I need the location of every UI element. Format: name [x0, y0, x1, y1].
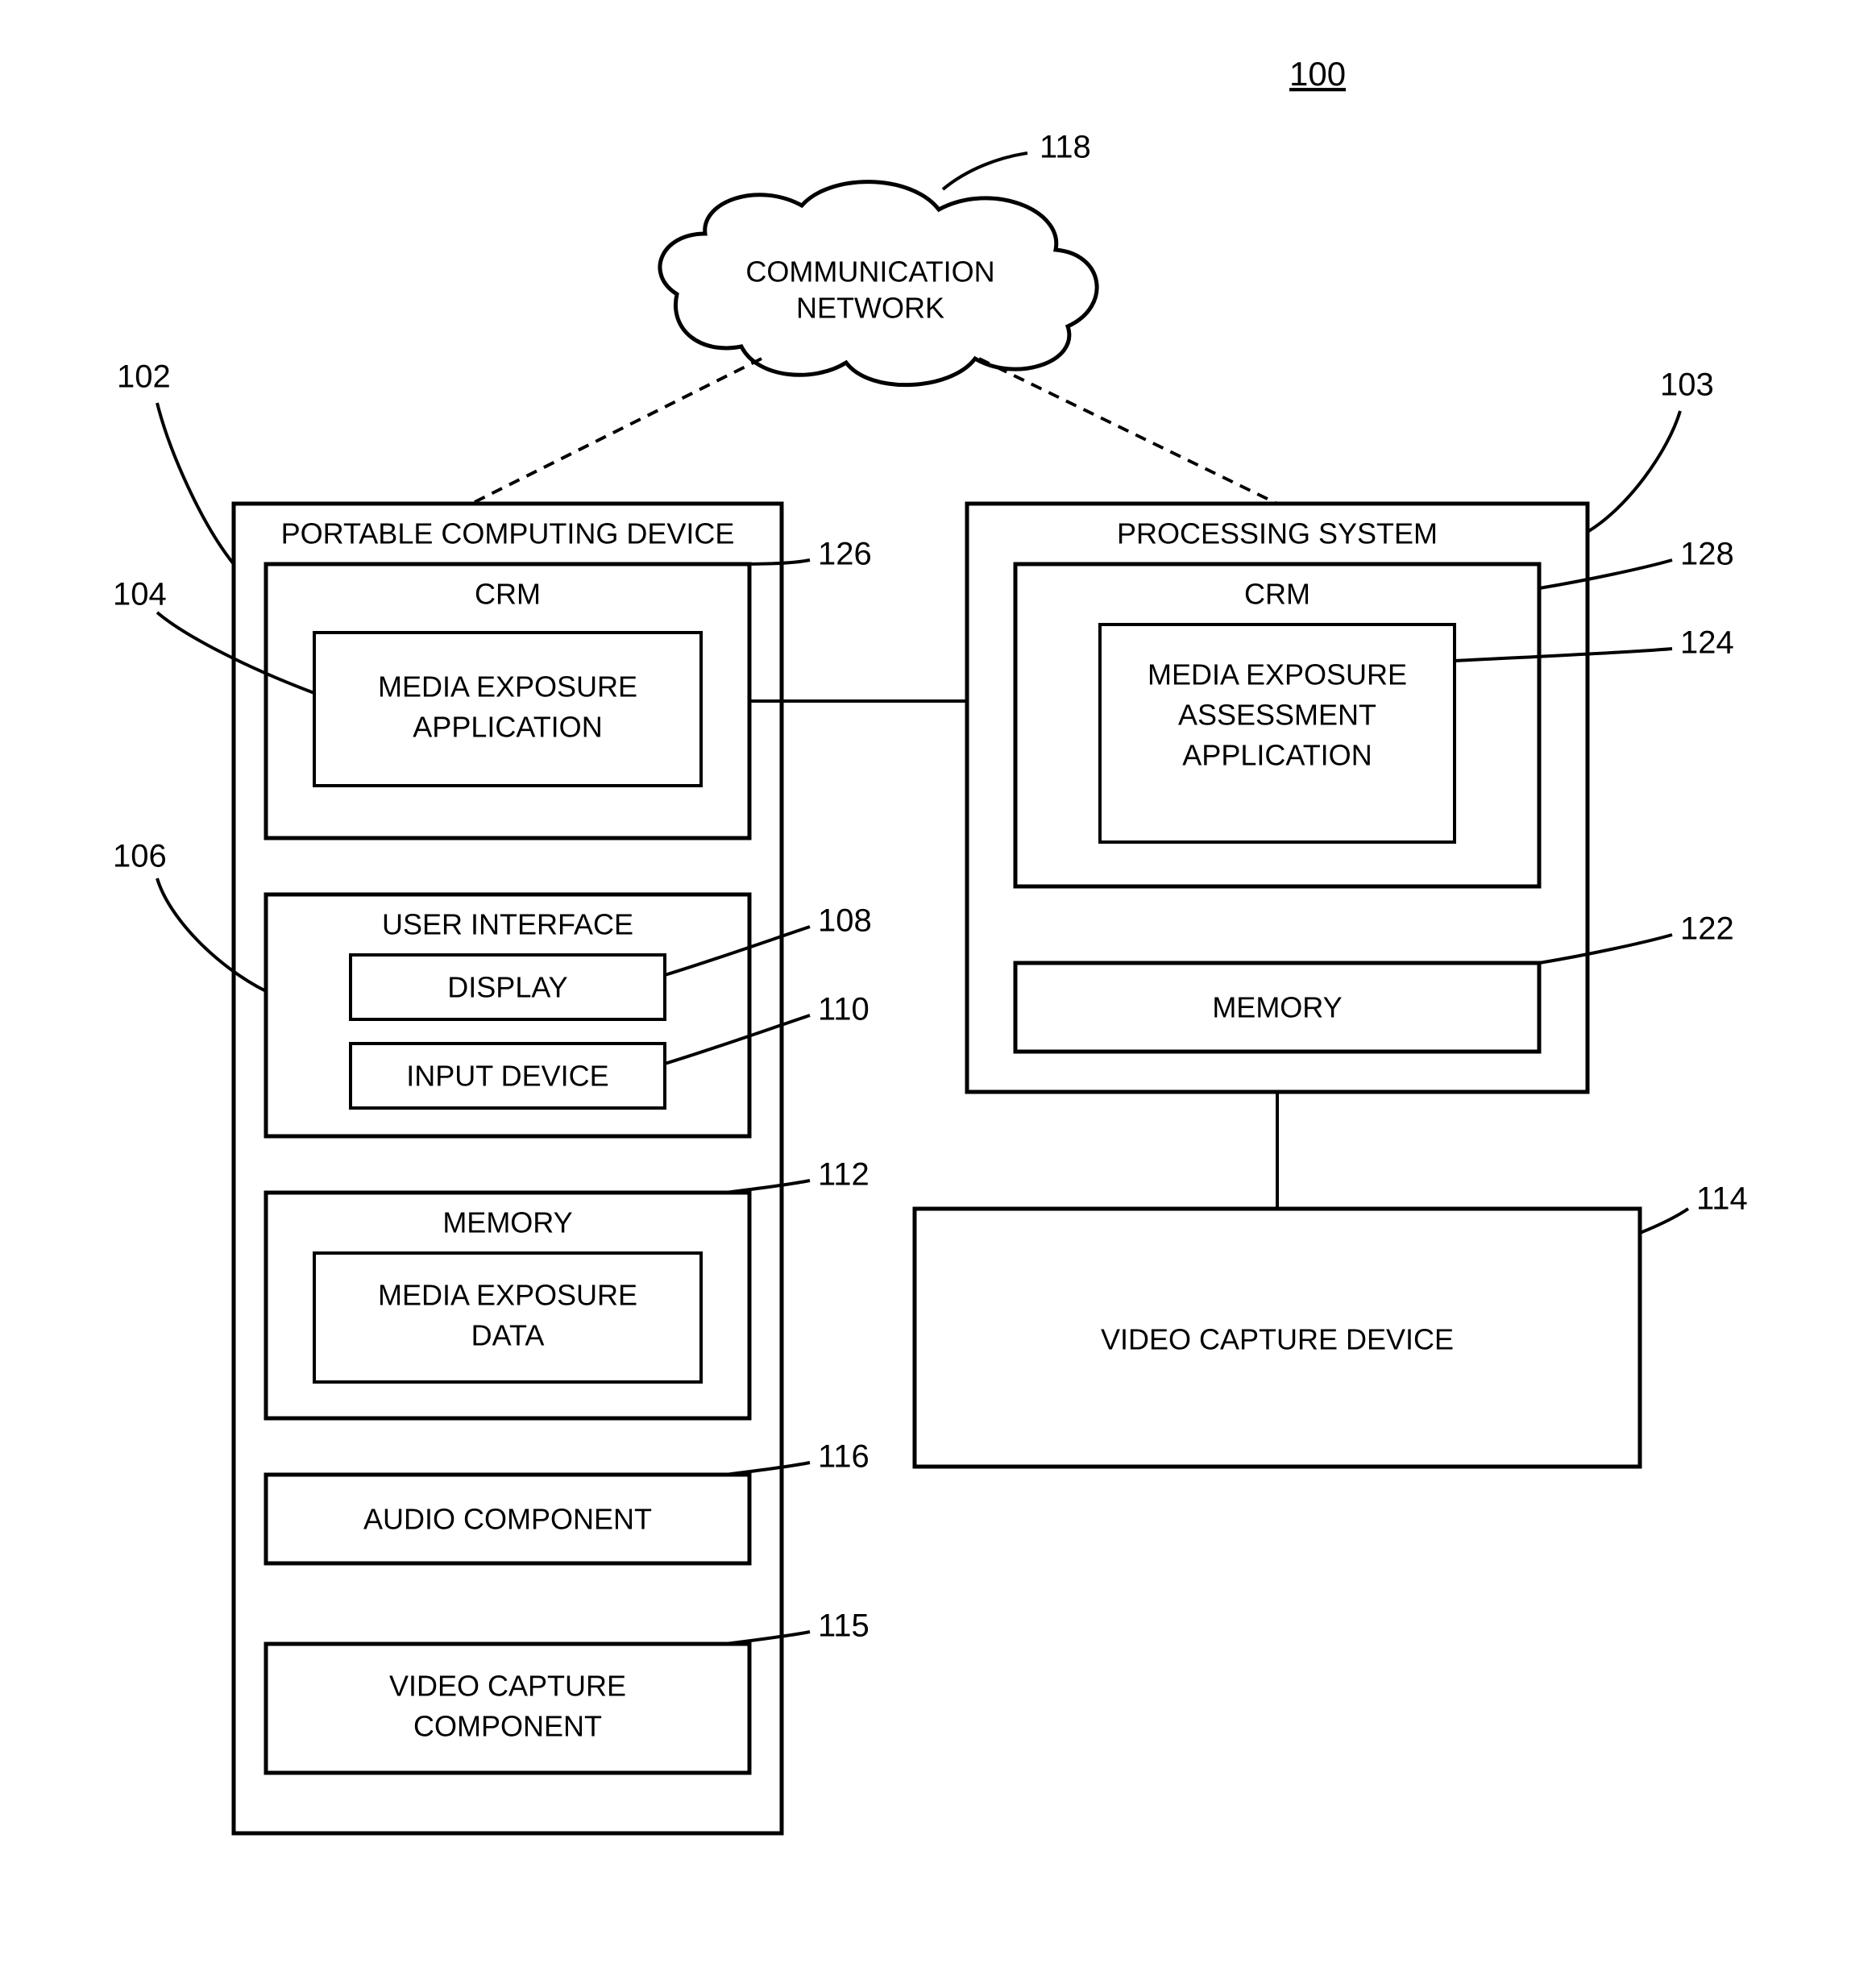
left-crm-title: CRM	[475, 578, 541, 611]
media-exposure-assessment-app	[1100, 625, 1455, 842]
left-crm-ref: 126	[818, 537, 872, 572]
media-exposure-data	[314, 1253, 701, 1382]
right-memory-label: MEMORY	[1212, 991, 1342, 1024]
display-ref: 108	[818, 903, 872, 939]
media-exposure-app-ref: 104	[113, 577, 167, 612]
figure-ref: 100	[1289, 55, 1346, 93]
left-memory-ref: 112	[818, 1157, 870, 1193]
cloud-label-1: COMMUNICATION	[745, 255, 994, 288]
video-comp-ref: 115	[818, 1608, 870, 1644]
media-exposure-app-l1: MEDIA EXPOSURE	[378, 670, 637, 703]
cloud-label-2: NETWORK	[796, 292, 944, 325]
right-crm-title: CRM	[1244, 578, 1310, 611]
assessment-l1: MEDIA EXPOSURE	[1148, 658, 1407, 691]
right-ref: 103	[1660, 367, 1714, 403]
right-crm-ref: 128	[1680, 537, 1734, 572]
media-exposure-app	[314, 633, 701, 786]
cloud-ref: 118	[1040, 130, 1091, 165]
vcd-label: VIDEO CAPTURE DEVICE	[1101, 1323, 1454, 1356]
cloud-network: COMMUNICATION NETWORK	[660, 182, 1097, 385]
assessment-l2: ASSESSMENT	[1178, 699, 1376, 732]
media-exposure-data-l1: MEDIA EXPOSURE	[378, 1279, 637, 1312]
display-label: DISPLAY	[447, 971, 567, 1004]
right-title: PROCESSING SYSTEM	[1117, 517, 1438, 550]
audio-label: AUDIO COMPONENT	[363, 1503, 652, 1536]
media-exposure-data-l2: DATA	[471, 1319, 545, 1352]
audio-ref: 116	[818, 1439, 870, 1475]
assessment-l3: APPLICATION	[1182, 739, 1372, 772]
input-label: INPUT DEVICE	[406, 1060, 608, 1093]
input-ref: 110	[818, 992, 870, 1027]
video-capture-component	[266, 1644, 749, 1773]
video-comp-l2: COMPONENT	[413, 1710, 602, 1743]
left-title: PORTABLE COMPUTING DEVICE	[281, 517, 735, 550]
cloud-to-right	[979, 359, 1277, 504]
system-diagram: 100 COMMUNICATION NETWORK 118 PORTABLE C…	[0, 0, 1876, 1963]
left-ref: 102	[117, 359, 171, 395]
video-comp-l1: VIDEO CAPTURE	[389, 1670, 626, 1703]
vcd-ref: 114	[1696, 1181, 1748, 1217]
assessment-ref: 124	[1680, 625, 1734, 661]
left-memory-title: MEMORY	[442, 1206, 572, 1239]
media-exposure-app-l2: APPLICATION	[413, 711, 602, 744]
right-memory-ref: 122	[1680, 911, 1734, 947]
ui-ref: 106	[113, 839, 167, 874]
ui-title: USER INTERFACE	[382, 908, 633, 941]
cloud-to-left	[471, 359, 762, 504]
